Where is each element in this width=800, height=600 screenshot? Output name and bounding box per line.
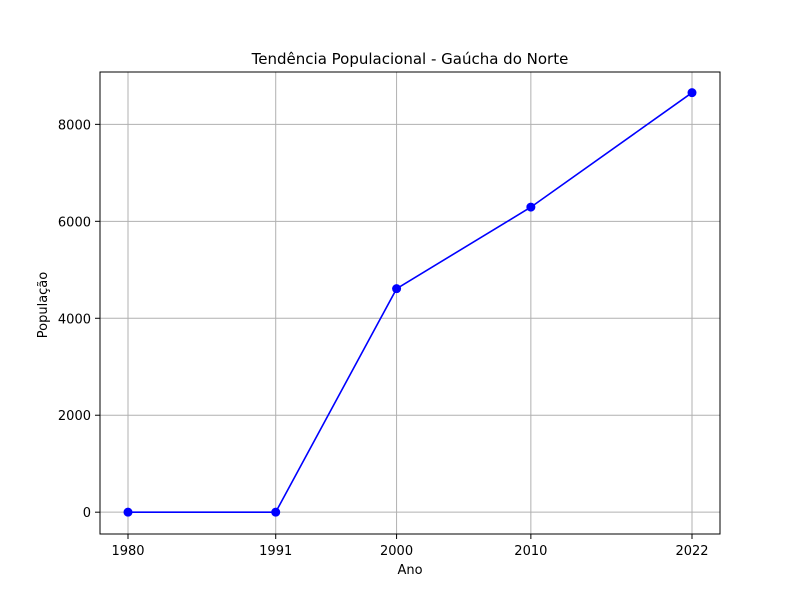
y-tick-label: 6000 bbox=[58, 215, 91, 230]
plot-area-frame bbox=[99, 71, 721, 535]
chart-title: Tendência Populacional - Gaúcha do Norte bbox=[251, 50, 569, 68]
y-tick-label: 8000 bbox=[58, 118, 91, 133]
y-axis-label: População bbox=[36, 272, 51, 339]
x-tick-label: 1991 bbox=[259, 544, 292, 559]
data-point-marker bbox=[392, 284, 402, 294]
data-point-marker bbox=[526, 202, 536, 212]
y-axis-ticks: 0 2000 4000 6000 8000 bbox=[58, 118, 100, 521]
data-point-marker bbox=[271, 507, 281, 517]
y-tick-label: 4000 bbox=[58, 312, 91, 327]
x-axis-ticks: 1980 1991 2000 2010 2022 bbox=[111, 534, 709, 559]
x-axis-label: Ano bbox=[397, 563, 422, 578]
population-series-markers bbox=[123, 88, 697, 517]
x-tick-label: 2022 bbox=[675, 544, 708, 559]
x-tick-label: 2000 bbox=[380, 544, 413, 559]
data-point-marker bbox=[687, 88, 697, 98]
y-tick-label: 0 bbox=[83, 506, 91, 521]
x-tick-label: 1980 bbox=[111, 544, 144, 559]
x-tick-label: 2010 bbox=[514, 544, 547, 559]
data-point-marker bbox=[123, 507, 133, 517]
y-tick-label: 2000 bbox=[58, 409, 91, 424]
